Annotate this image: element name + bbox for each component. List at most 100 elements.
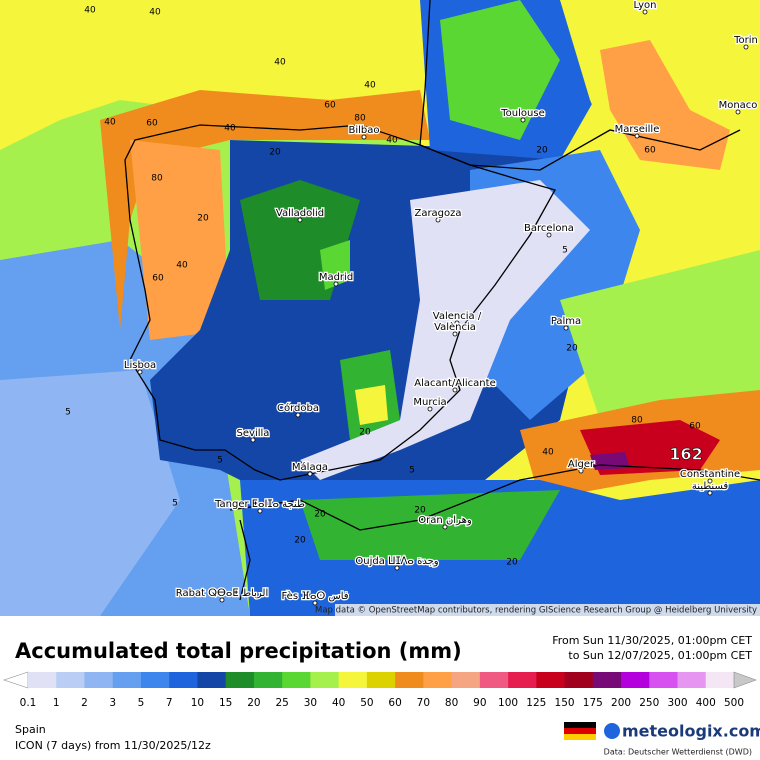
city-marker [427,406,433,412]
city-marker [137,369,143,375]
scale-swatch [338,672,368,688]
scale-swatch [225,672,255,688]
attribution: Map data © OpenStreetMap contributors, r… [315,606,757,616]
city-marker [520,117,526,123]
scale-swatch [677,672,707,688]
scale-swatch [451,672,481,688]
brand-logo [604,723,620,739]
city-label: Málaga [292,461,328,473]
period-from: From Sun 11/30/2025, 01:00pm CET [552,634,752,647]
scale-swatch [479,672,509,688]
city-marker [743,44,749,50]
city-label: Palma [551,316,581,327]
city-label: Torin [733,35,758,46]
region: Spain [15,723,46,736]
city-label: Sevilla [237,428,270,439]
contour-label: 20 [536,146,548,156]
legend-title: Accumulated total precipitation (mm) [15,639,462,663]
scale-tick-label: 1 [53,697,60,709]
city-label: Fès ⴼⴰⵙ فاس [281,590,348,602]
scale-arrow-high [733,671,757,689]
city-marker [707,490,713,496]
city-label: Oujda ⵡⵊⴷⴰ وجدة [355,556,438,567]
scale-tick-label: 250 [639,697,659,709]
city-marker [297,217,303,223]
scale-tick-label: 200 [611,697,631,709]
scale-tick-label: 60 [388,697,401,709]
contour-label: 20 [197,214,209,224]
scale-tick-label: 2 [81,697,88,709]
scale-swatch [310,672,340,688]
city-label: Toulouse [500,108,544,119]
contour-label: 40 [274,58,286,68]
city-marker [563,325,569,331]
contour-label: 40 [84,6,96,16]
city-marker [219,597,225,603]
city-marker [250,437,256,443]
city-label: Valencia / [433,311,482,322]
scale-tick-label: 5 [138,697,145,709]
scale-swatch [649,672,679,688]
contour-label: 60 [689,422,701,432]
model-run: ICON (7 days) from 11/30/2025/12z [15,739,211,752]
city-label: Lisboa [124,360,156,371]
city-marker [307,471,313,477]
city-marker [312,600,318,606]
contour-label: 80 [631,416,643,426]
contour-label: 20 [359,428,371,438]
scale-tick-label: 40 [332,697,345,709]
city-marker [578,468,584,474]
scale-tick-label: 90 [473,697,486,709]
city-label: قسنطينة [692,481,729,492]
city-marker [454,320,460,326]
precip-field [0,0,760,616]
city-marker [642,9,648,15]
city-label: Barcelona [524,223,574,234]
scale-tick-label: 0.1 [20,697,37,709]
city-labels: Lyon Torin Monaco Toulouse Marseille Bilbao Va… [123,0,759,606]
brand[interactable]: meteologix.com [622,722,760,741]
contour-label: 20 [506,558,518,568]
contour-label: 5 [65,408,71,418]
scale-tick-label: 175 [583,697,603,709]
contour-label: 80 [354,114,366,124]
scale-tick-label: 50 [360,697,373,709]
contour-label: 40 [364,81,376,91]
scale-swatch [112,672,142,688]
scale-tick-label: 125 [526,697,546,709]
contour-label: 60 [146,119,158,129]
city-label: Murcia [413,397,446,408]
contour-label: 40 [149,8,161,18]
city-marker [295,412,301,418]
contour-label: 40 [224,124,236,134]
scale-tick-label: 25 [275,697,288,709]
city-label: Alacant/Alicante [414,378,495,389]
scale-tick-label: 15 [219,697,232,709]
color-scale: 0.1 1 2 3 5 7 10 15 20 25 30 40 50 60 70 80 90 100 125 150 1… [3,671,757,709]
city-marker [361,134,367,140]
contour-label: 20 [566,344,578,354]
data-source: Data: Deutscher Wetterdienst (DWD) [604,748,752,757]
scale-swatch [253,672,283,688]
scale-tick-label: 100 [498,697,518,709]
scale-swatch [282,672,311,688]
attribution-bg [335,604,760,616]
city-label: València [434,321,476,333]
city-marker [634,133,640,139]
city-marker [707,478,713,484]
scale-swatch [536,672,566,688]
scale-arrow-low [3,671,29,689]
scale-swatch [56,672,85,688]
contour-label: 40 [542,448,554,458]
contour-labels: 40 40 40 40 60 80 40 60 40 20 40 80 60 40 20 5 5 5 20 5 20 40… [65,6,701,568]
contour-label: 80 [151,174,163,184]
city-marker [435,217,441,223]
contour-label: 5 [562,246,568,256]
scale-tick-label: 3 [109,697,116,709]
city-label: Tanger ⵟⴰⵏⵊⴰ طنجة [214,499,305,510]
scale-tick-label: 80 [445,697,458,709]
city-marker [257,508,263,514]
scale-swatch [84,672,114,688]
